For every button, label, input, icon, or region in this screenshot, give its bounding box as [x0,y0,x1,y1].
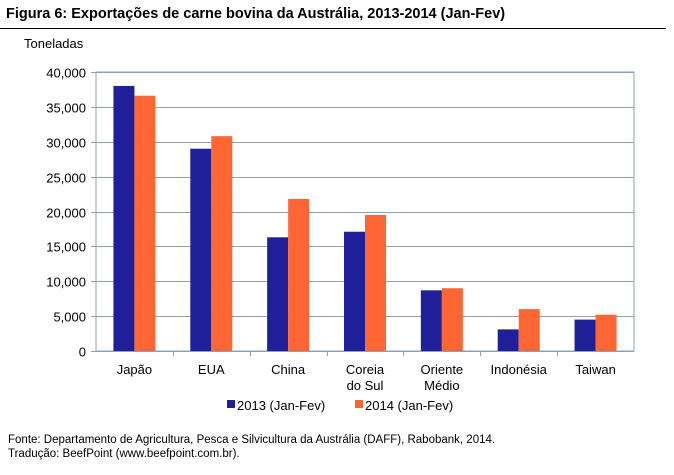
y-tick-label: 0 [79,345,86,360]
bar-2014 [518,309,540,351]
x-category-label: Médio [424,378,459,393]
y-tick-label: 25,000 [46,171,86,186]
translation-note: Tradução: BeefPoint (www.beefpoint.com.b… [8,448,240,460]
x-category-label: China [271,362,306,377]
legend-label: 2013 (Jan-Fev) [237,398,325,413]
x-category-label: Coreia [346,362,385,377]
y-tick-label: 15,000 [46,240,86,255]
y-tick-label: 20,000 [46,206,86,221]
bar-2014 [595,314,617,351]
y-tick-label: 30,000 [46,136,86,151]
bar-2013 [344,231,365,351]
x-category-label: EUA [198,362,225,377]
chart-footer: Fonte: Departamento de Agricultura, Pesc… [8,433,495,461]
bar-chart: 0 5,000 10,000 15,000 20,000 25,000 30,000 35,0… [46,66,635,413]
legend-swatch [355,400,363,408]
legend-swatch [227,400,235,408]
source-note: Fonte: Departamento de Agricultura, Pesc… [8,434,496,446]
bar-2014 [134,95,156,351]
bar-2014 [288,198,310,351]
bar-2014 [441,288,463,351]
bar-2013 [190,148,212,351]
chart-title: Figura 6: Exportações de carne bovina da… [6,6,506,22]
y-axis-unit-label: Toneladas [24,36,84,51]
x-category-label: Oriente [421,362,464,377]
legend-label: 2014 (Jan-Fev) [365,398,453,413]
x-category-label: do Sul [347,378,384,393]
bar-2014 [211,136,233,351]
title-divider [0,28,666,29]
bar-2013 [113,85,135,351]
bar-2013 [497,329,519,351]
bar-2014 [365,214,386,351]
y-tick-label: 10,000 [46,275,86,290]
bar-2013 [267,237,289,351]
x-category-label: Japão [117,362,152,377]
bar-2013 [574,319,596,351]
bar-2013 [420,290,442,351]
y-tick-label: 35,000 [46,101,86,116]
y-tick-label: 5,000 [53,310,86,325]
x-category-label: Taiwan [575,362,615,377]
x-category-label: Indonésia [491,362,548,377]
y-tick-label: 40,000 [46,66,86,81]
